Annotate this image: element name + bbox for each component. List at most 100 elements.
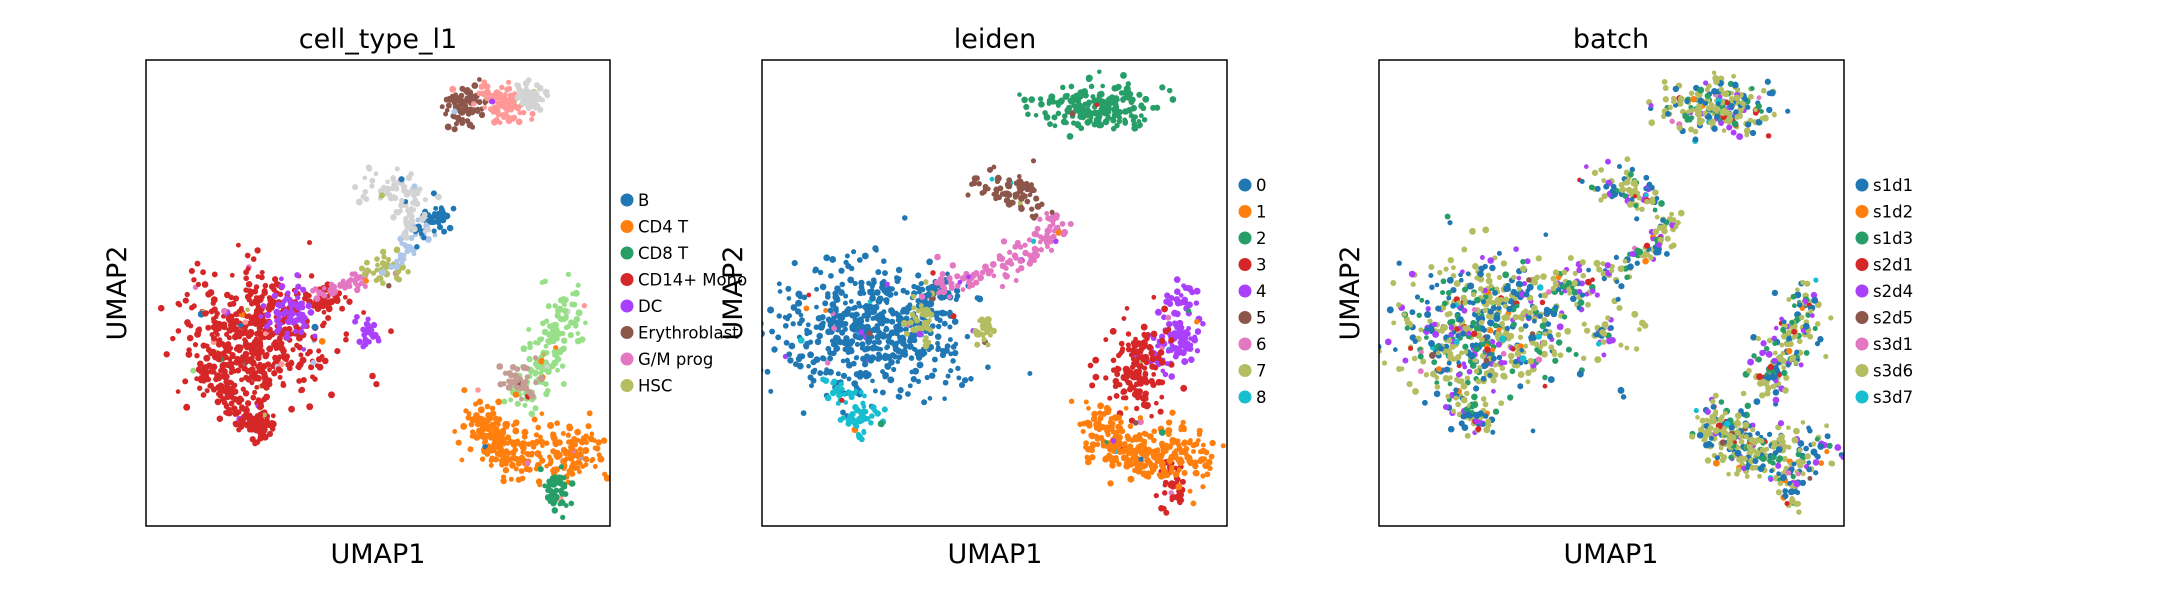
umap-point bbox=[935, 347, 941, 353]
umap-point bbox=[228, 370, 234, 376]
umap-point bbox=[843, 293, 849, 299]
umap-point bbox=[807, 374, 814, 381]
umap-point bbox=[1785, 362, 1791, 368]
umap-point bbox=[1465, 271, 1471, 277]
umap-point bbox=[259, 335, 265, 341]
umap-point bbox=[876, 295, 884, 303]
umap-point bbox=[1121, 316, 1127, 321]
umap-point bbox=[343, 331, 350, 337]
umap-point bbox=[1166, 300, 1174, 307]
umap-point bbox=[1444, 213, 1451, 220]
umap-point bbox=[948, 368, 954, 374]
umap-point bbox=[1808, 308, 1814, 314]
umap-point bbox=[1163, 509, 1170, 516]
umap-point bbox=[1194, 348, 1201, 354]
umap-point bbox=[531, 416, 538, 423]
umap-point bbox=[197, 385, 203, 391]
umap-point bbox=[870, 404, 877, 411]
umap-point bbox=[1673, 224, 1679, 230]
umap-point bbox=[1046, 101, 1052, 106]
umap-point bbox=[948, 284, 955, 291]
umap-point bbox=[234, 411, 240, 417]
umap-point bbox=[1165, 348, 1171, 354]
umap-point bbox=[288, 303, 294, 309]
umap-point bbox=[436, 224, 444, 231]
umap-point bbox=[985, 364, 991, 371]
umap-point bbox=[830, 342, 836, 348]
umap-point bbox=[1209, 439, 1216, 447]
umap-point bbox=[1023, 103, 1030, 111]
umap-point bbox=[864, 317, 870, 323]
umap-point bbox=[860, 287, 865, 293]
umap-point bbox=[582, 456, 590, 463]
umap-point bbox=[1785, 329, 1793, 336]
umap-point bbox=[1132, 114, 1138, 120]
umap-point bbox=[1181, 469, 1188, 477]
umap-point bbox=[1102, 118, 1110, 126]
umap-point bbox=[1409, 309, 1416, 316]
umap-point bbox=[1542, 331, 1548, 337]
umap-point bbox=[872, 315, 878, 321]
umap-point bbox=[476, 398, 484, 406]
umap-point bbox=[1482, 307, 1489, 314]
umap-point bbox=[1520, 265, 1527, 273]
umap-point bbox=[386, 282, 392, 289]
umap-point bbox=[435, 193, 442, 201]
umap-point bbox=[520, 109, 527, 116]
umap-point bbox=[459, 98, 465, 104]
umap-point bbox=[1168, 337, 1175, 344]
umap-point bbox=[276, 316, 282, 322]
umap-point bbox=[1450, 286, 1457, 294]
umap-point bbox=[266, 430, 274, 437]
umap-point bbox=[816, 332, 823, 340]
x-axis-label: UMAP1 bbox=[331, 539, 426, 570]
umap-point bbox=[1512, 314, 1519, 321]
umap-point bbox=[891, 366, 897, 373]
umap-point bbox=[1439, 329, 1445, 334]
umap-point bbox=[520, 345, 528, 353]
umap-point bbox=[262, 377, 268, 383]
umap-point bbox=[1704, 87, 1710, 93]
umap-point bbox=[1105, 452, 1113, 459]
umap-point bbox=[1489, 264, 1496, 272]
umap-point bbox=[832, 305, 839, 312]
umap-point bbox=[388, 264, 395, 270]
umap-point bbox=[1444, 366, 1451, 373]
umap-point bbox=[973, 270, 980, 277]
umap-point bbox=[901, 351, 909, 358]
umap-point bbox=[245, 333, 252, 340]
umap-point bbox=[882, 373, 888, 380]
umap-point bbox=[1174, 310, 1181, 318]
umap-point bbox=[461, 387, 468, 394]
umap-point bbox=[1611, 190, 1618, 198]
umap-point bbox=[237, 329, 244, 336]
umap-point bbox=[1618, 342, 1624, 348]
umap-point bbox=[1760, 87, 1767, 94]
umap-point bbox=[1617, 386, 1625, 394]
umap-point bbox=[555, 336, 560, 342]
umap-point bbox=[1181, 283, 1187, 289]
umap-point bbox=[1584, 291, 1590, 297]
umap-point bbox=[497, 120, 503, 126]
umap-point bbox=[825, 291, 831, 297]
umap-point bbox=[367, 326, 375, 334]
umap-point bbox=[431, 228, 437, 234]
umap-point bbox=[1078, 125, 1085, 132]
umap-point bbox=[1619, 186, 1627, 193]
umap-point bbox=[230, 300, 237, 307]
umap-point bbox=[294, 342, 300, 349]
legend-marker bbox=[620, 220, 634, 233]
umap-point bbox=[521, 433, 528, 440]
umap-point bbox=[1818, 460, 1824, 466]
umap-point bbox=[551, 359, 559, 367]
umap-point bbox=[1660, 223, 1668, 231]
umap-point bbox=[1136, 118, 1142, 124]
umap-point bbox=[1208, 453, 1215, 460]
umap-point bbox=[535, 95, 541, 101]
umap-point bbox=[927, 327, 934, 333]
umap-point bbox=[501, 398, 508, 405]
umap-point bbox=[1067, 97, 1074, 104]
umap-point bbox=[216, 415, 224, 422]
umap-point bbox=[574, 428, 581, 436]
umap-point bbox=[1478, 320, 1484, 326]
